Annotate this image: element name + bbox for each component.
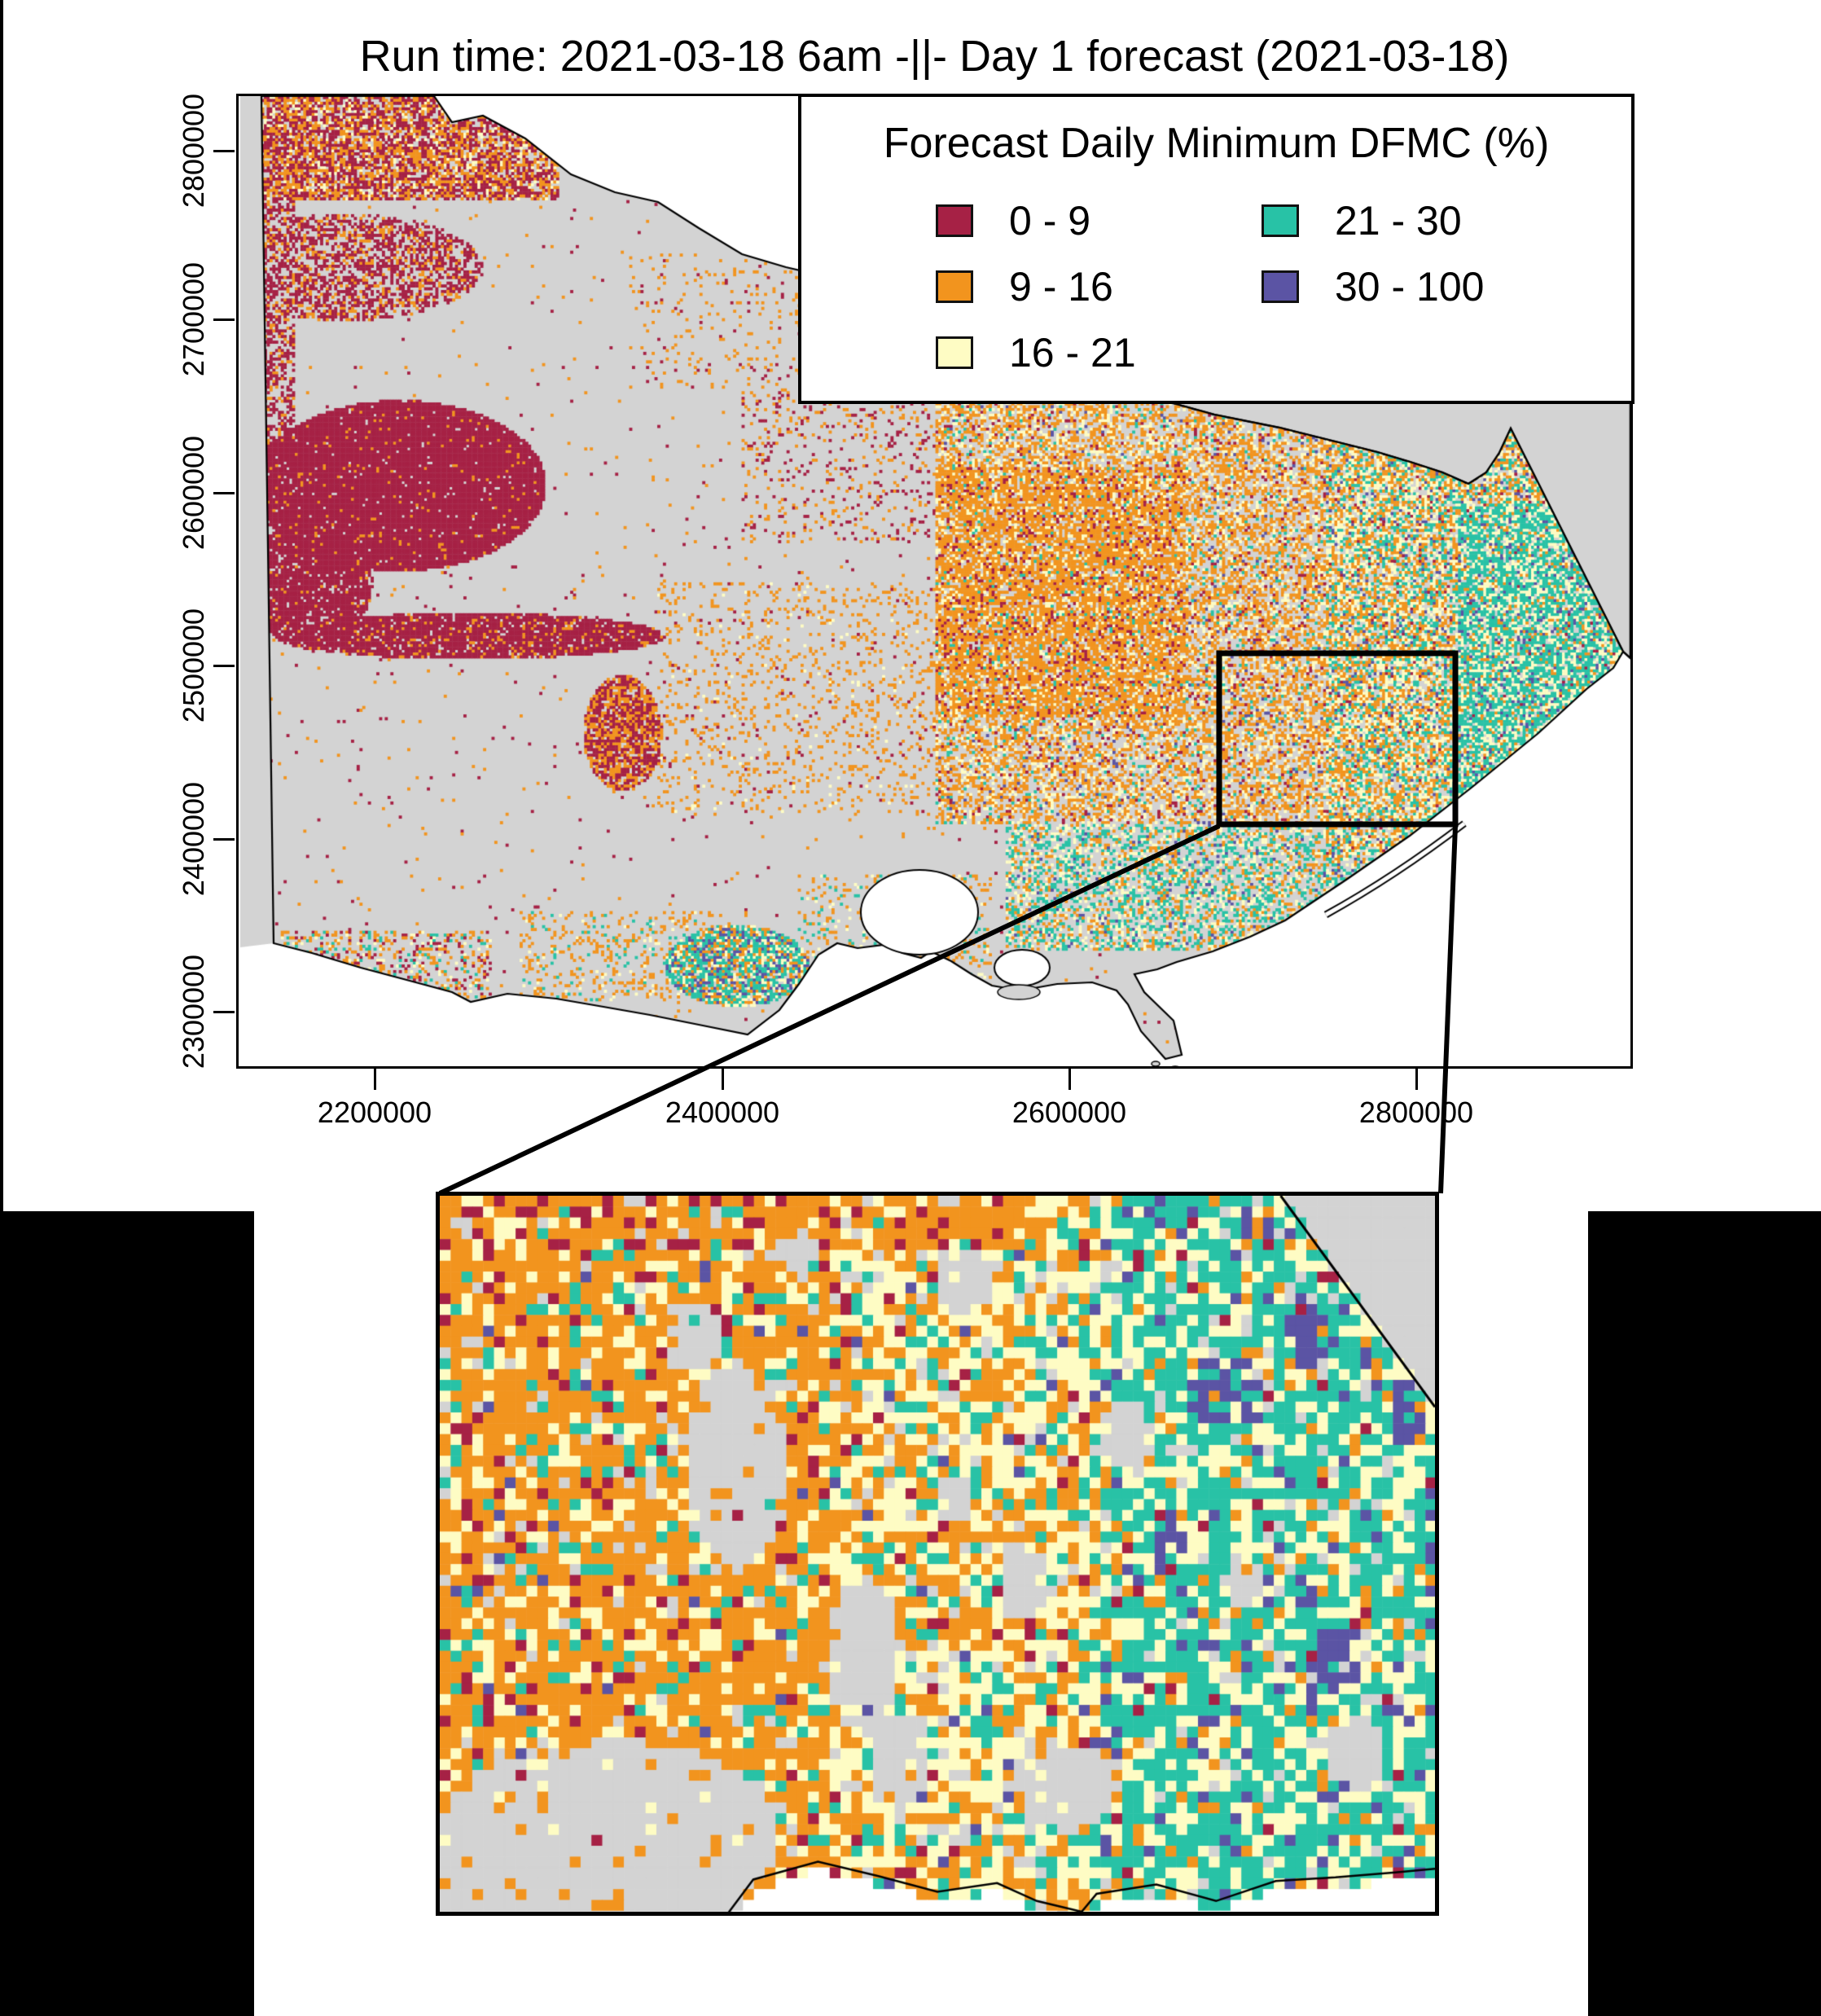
legend-label: 21 - 30 <box>1335 198 1462 244</box>
x-axis-tick <box>1415 1069 1418 1090</box>
legend-label: 9 - 16 <box>1009 264 1113 310</box>
legend-swatch-0-9 <box>936 204 973 237</box>
x-axis-tick <box>374 1069 376 1090</box>
black-block-right <box>1588 1211 1821 2016</box>
y-axis-tick <box>213 318 235 321</box>
legend-swatch-16-21 <box>936 336 973 369</box>
legend-swatch-21-30 <box>1262 204 1299 237</box>
legend-label: 0 - 9 <box>1009 198 1091 244</box>
y-axis-tick <box>213 150 235 152</box>
y-axis-tick <box>213 492 235 494</box>
x-tick-label: 2600000 <box>1011 1096 1127 1129</box>
y-tick-label: 2800000 <box>177 93 210 209</box>
y-axis-tick <box>213 665 235 667</box>
y-axis-tick <box>213 838 235 841</box>
y-axis-tick <box>213 1011 235 1013</box>
y-tick-label: 2600000 <box>177 435 210 551</box>
left-edge-line <box>0 0 3 1212</box>
x-tick-label: 2200000 <box>317 1096 432 1129</box>
y-tick-label: 2700000 <box>177 261 210 377</box>
x-tick-label: 2800000 <box>1358 1096 1474 1129</box>
inset-map-canvas <box>440 1196 1435 1912</box>
y-tick-label: 2500000 <box>177 608 210 723</box>
y-tick-label: 2400000 <box>177 781 210 897</box>
legend-title: Forecast Daily Minimum DFMC (%) <box>883 120 1550 167</box>
legend-swatch-9-16 <box>936 270 973 303</box>
x-tick-label: 2400000 <box>665 1096 780 1129</box>
black-block-left <box>0 1211 254 2016</box>
page-title: Run time: 2021-03-18 6am -||- Day 1 fore… <box>359 32 1510 81</box>
inset-map-panel <box>436 1192 1439 1916</box>
legend-label: 30 - 100 <box>1335 264 1485 310</box>
legend-label: 16 - 21 <box>1009 330 1136 376</box>
y-tick-label: 2300000 <box>177 954 210 1069</box>
legend-box: Forecast Daily Minimum DFMC (%) 0 - 9 9 -… <box>798 94 1635 404</box>
x-axis-tick <box>722 1069 724 1090</box>
legend-swatch-30-100 <box>1262 270 1299 303</box>
x-axis-tick <box>1068 1069 1071 1090</box>
